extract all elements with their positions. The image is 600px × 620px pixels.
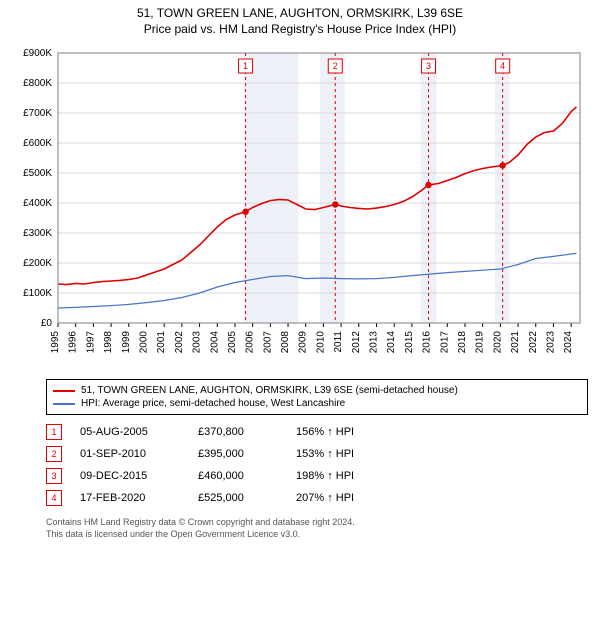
svg-text:£800K: £800K bbox=[23, 78, 52, 89]
transaction-row: 4 17-FEB-2020 £525,000 207% ↑ HPI bbox=[46, 487, 588, 509]
footer-line2: This data is licensed under the Open Gov… bbox=[46, 529, 588, 541]
transaction-marker: 3 bbox=[46, 468, 62, 484]
transaction-pct: 207% ↑ HPI bbox=[296, 492, 406, 504]
transaction-date: 05-AUG-2005 bbox=[80, 426, 180, 438]
svg-text:1: 1 bbox=[243, 61, 248, 71]
transaction-marker: 4 bbox=[46, 490, 62, 506]
svg-text:£100K: £100K bbox=[23, 288, 52, 299]
svg-text:£400K: £400K bbox=[23, 198, 52, 209]
legend-item: 51, TOWN GREEN LANE, AUGHTON, ORMSKIRK, … bbox=[53, 384, 581, 397]
transaction-price: £395,000 bbox=[198, 448, 278, 460]
svg-text:£0: £0 bbox=[41, 318, 53, 329]
svg-text:2011: 2011 bbox=[333, 331, 344, 353]
transaction-pct: 198% ↑ HPI bbox=[296, 470, 406, 482]
svg-text:2008: 2008 bbox=[280, 331, 291, 354]
svg-text:2015: 2015 bbox=[404, 331, 415, 354]
svg-text:1995: 1995 bbox=[50, 331, 61, 354]
svg-text:2003: 2003 bbox=[192, 331, 203, 354]
transaction-pct: 153% ↑ HPI bbox=[296, 448, 406, 460]
svg-text:2010: 2010 bbox=[315, 331, 326, 354]
svg-text:2000: 2000 bbox=[138, 331, 149, 354]
legend-label: HPI: Average price, semi-detached house,… bbox=[81, 398, 345, 409]
svg-text:2007: 2007 bbox=[262, 331, 273, 354]
svg-text:2002: 2002 bbox=[174, 331, 185, 354]
svg-text:2024: 2024 bbox=[563, 331, 574, 354]
footer-line1: Contains HM Land Registry data © Crown c… bbox=[46, 517, 588, 529]
transaction-pct: 156% ↑ HPI bbox=[296, 426, 406, 438]
title-line1: 51, TOWN GREEN LANE, AUGHTON, ORMSKIRK, … bbox=[0, 6, 600, 22]
transaction-price: £525,000 bbox=[198, 492, 278, 504]
transaction-marker: 1 bbox=[46, 424, 62, 440]
svg-text:£600K: £600K bbox=[23, 138, 52, 149]
svg-text:£900K: £900K bbox=[23, 48, 52, 59]
transaction-price: £370,800 bbox=[198, 426, 278, 438]
svg-text:2019: 2019 bbox=[475, 331, 486, 354]
footer-note: Contains HM Land Registry data © Crown c… bbox=[46, 517, 588, 540]
transaction-date: 17-FEB-2020 bbox=[80, 492, 180, 504]
transaction-date: 09-DEC-2015 bbox=[80, 470, 180, 482]
title-line2: Price paid vs. HM Land Registry's House … bbox=[0, 22, 600, 38]
svg-text:1998: 1998 bbox=[103, 331, 114, 354]
svg-text:1999: 1999 bbox=[121, 331, 132, 354]
transaction-price: £460,000 bbox=[198, 470, 278, 482]
svg-text:2006: 2006 bbox=[245, 331, 256, 354]
transactions-table: 1 05-AUG-2005 £370,800 156% ↑ HPI 2 01-SEP-20… bbox=[46, 421, 588, 509]
title-block: 51, TOWN GREEN LANE, AUGHTON, ORMSKIRK, … bbox=[0, 0, 600, 37]
transaction-row: 3 09-DEC-2015 £460,000 198% ↑ HPI bbox=[46, 465, 588, 487]
svg-text:2020: 2020 bbox=[492, 331, 503, 354]
legend-item: HPI: Average price, semi-detached house,… bbox=[53, 397, 581, 410]
svg-text:4: 4 bbox=[500, 61, 505, 71]
svg-text:2009: 2009 bbox=[298, 331, 309, 354]
transaction-date: 01-SEP-2010 bbox=[80, 448, 180, 460]
svg-text:3: 3 bbox=[426, 61, 431, 71]
svg-text:2017: 2017 bbox=[439, 331, 450, 354]
svg-text:2023: 2023 bbox=[545, 331, 556, 354]
transaction-row: 2 01-SEP-2010 £395,000 153% ↑ HPI bbox=[46, 443, 588, 465]
svg-text:£700K: £700K bbox=[23, 108, 52, 119]
svg-text:2022: 2022 bbox=[528, 331, 539, 354]
transaction-row: 1 05-AUG-2005 £370,800 156% ↑ HPI bbox=[46, 421, 588, 443]
svg-text:2004: 2004 bbox=[209, 331, 220, 354]
svg-text:2: 2 bbox=[333, 61, 338, 71]
chart-area: £0 £100K £200K £300K £400K £500K £600K £700K £80… bbox=[12, 43, 588, 373]
legend-swatch bbox=[53, 403, 75, 405]
svg-text:2005: 2005 bbox=[227, 331, 238, 354]
svg-text:2001: 2001 bbox=[156, 331, 167, 354]
legend-swatch bbox=[53, 390, 75, 392]
svg-text:2012: 2012 bbox=[351, 331, 362, 354]
svg-text:2021: 2021 bbox=[510, 331, 521, 354]
svg-text:£200K: £200K bbox=[23, 258, 52, 269]
svg-text:2016: 2016 bbox=[422, 331, 433, 354]
svg-text:1996: 1996 bbox=[68, 331, 79, 354]
transaction-marker: 2 bbox=[46, 446, 62, 462]
svg-text:2014: 2014 bbox=[386, 331, 397, 354]
chart-svg: £0 £100K £200K £300K £400K £500K £600K £700K £80… bbox=[12, 43, 588, 373]
legend-label: 51, TOWN GREEN LANE, AUGHTON, ORMSKIRK, … bbox=[81, 385, 458, 396]
svg-text:£500K: £500K bbox=[23, 168, 52, 179]
legend: 51, TOWN GREEN LANE, AUGHTON, ORMSKIRK, … bbox=[46, 379, 588, 415]
svg-text:2018: 2018 bbox=[457, 331, 468, 354]
svg-text:1997: 1997 bbox=[85, 331, 96, 354]
chart-container: 51, TOWN GREEN LANE, AUGHTON, ORMSKIRK, … bbox=[0, 0, 600, 620]
svg-text:2013: 2013 bbox=[369, 331, 380, 354]
svg-text:£300K: £300K bbox=[23, 228, 52, 239]
